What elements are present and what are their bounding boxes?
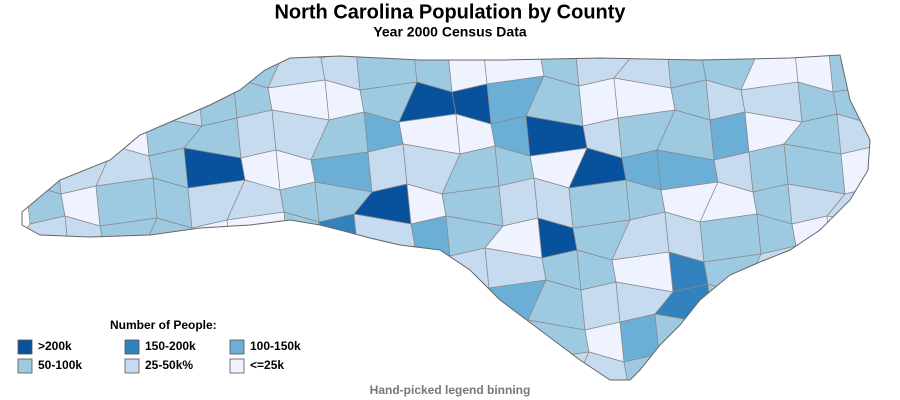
- county: [447, 55, 488, 93]
- county: [742, 285, 805, 327]
- county: [322, 253, 363, 295]
- state-outline: [21, 54, 871, 381]
- county: [318, 213, 359, 263]
- subtitle: Year 2000 Census Data: [373, 24, 527, 40]
- county: [826, 215, 870, 257]
- legend-label: 25-50k%: [145, 358, 193, 372]
- county: [361, 285, 402, 327]
- legend-swatch: [17, 339, 33, 355]
- county: [66, 55, 107, 93]
- footnote: Hand-picked legend binning: [370, 383, 531, 397]
- county: [95, 177, 158, 227]
- county: [105, 75, 146, 125]
- county: [236, 109, 277, 159]
- county: [785, 317, 844, 359]
- county: [568, 179, 631, 229]
- county: [367, 143, 408, 193]
- county: [54, 287, 113, 329]
- county: [355, 55, 418, 91]
- county: [658, 353, 717, 380]
- county: [22, 55, 72, 93]
- county: [746, 315, 805, 357]
- legend: >200k 150-200k 100-150k 50-100k 25-50k% <=25k: [17, 339, 301, 374]
- county: [52, 113, 115, 155]
- county: [22, 285, 74, 327]
- county: [269, 283, 332, 325]
- county: [828, 55, 870, 93]
- legend-swatch: [229, 358, 245, 374]
- county: [453, 287, 494, 329]
- county: [103, 247, 144, 289]
- county: [365, 315, 406, 357]
- county: [197, 77, 238, 127]
- legend-label: >200k: [38, 339, 72, 353]
- legend-label: <=25k: [250, 358, 284, 372]
- legend-label: 100-150k: [250, 339, 301, 353]
- county: [226, 211, 289, 261]
- county: [834, 287, 870, 329]
- legend-swatch: [124, 358, 140, 374]
- county: [269, 251, 328, 293]
- county: [449, 247, 490, 297]
- county: [400, 317, 459, 359]
- county: [654, 313, 717, 365]
- county: [195, 249, 236, 291]
- county: [22, 81, 72, 123]
- county-layer: [22, 55, 870, 380]
- legend-swatch: [124, 339, 140, 355]
- county: [140, 55, 199, 87]
- county: [795, 245, 836, 297]
- county: [799, 285, 840, 327]
- county: [750, 347, 791, 380]
- legend-label: 50-100k: [38, 358, 82, 372]
- county: [492, 319, 533, 361]
- county: [138, 249, 201, 291]
- county: [498, 177, 539, 227]
- county: [109, 115, 150, 157]
- county: [101, 55, 160, 85]
- county: [238, 313, 279, 363]
- county: [193, 55, 234, 87]
- county: [52, 83, 111, 125]
- county: [699, 213, 762, 263]
- county: [578, 77, 619, 127]
- county: [396, 285, 459, 327]
- county: [140, 75, 203, 127]
- county: [22, 143, 62, 195]
- county: [326, 283, 367, 325]
- county: [531, 351, 590, 380]
- county: [230, 251, 289, 293]
- county: [836, 113, 870, 155]
- county: [707, 283, 748, 325]
- county: [709, 111, 750, 161]
- county: [439, 317, 498, 359]
- county: [580, 281, 621, 331]
- legend-label: 150-200k: [145, 339, 196, 353]
- county: [840, 145, 870, 195]
- county: [357, 245, 416, 295]
- county: [22, 245, 74, 297]
- county: [711, 315, 752, 365]
- county: [312, 315, 371, 365]
- legend-title: Number of People:: [110, 318, 217, 332]
- county: [697, 355, 756, 380]
- county: [748, 143, 789, 193]
- county: [830, 247, 870, 297]
- county: [234, 281, 275, 323]
- county: [68, 247, 109, 297]
- county: [22, 113, 58, 155]
- county: [838, 317, 870, 359]
- title: North Carolina Population by County: [274, 1, 626, 23]
- county: [312, 355, 375, 380]
- legend-swatch: [17, 358, 33, 374]
- county: [619, 313, 660, 363]
- county: [785, 347, 848, 380]
- legend-swatch: [229, 339, 245, 355]
- county: [842, 349, 870, 380]
